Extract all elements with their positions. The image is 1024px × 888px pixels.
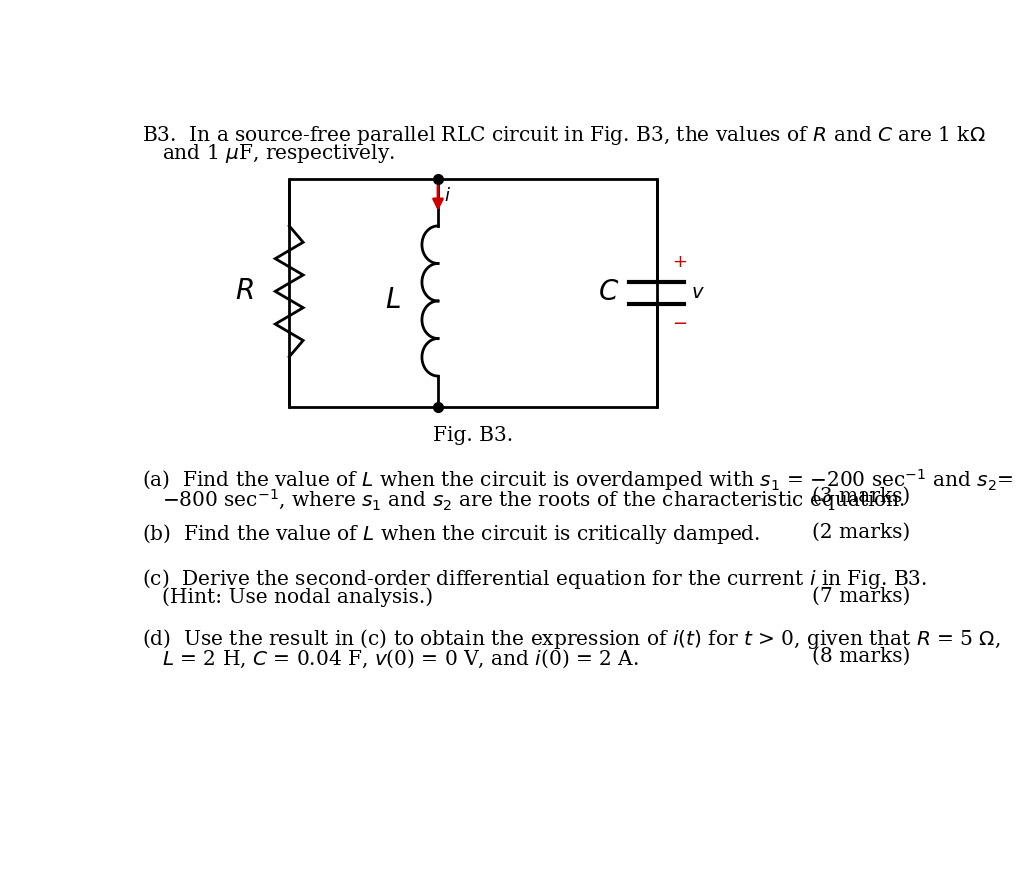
Text: +: + <box>672 253 687 271</box>
Text: (7 marks): (7 marks) <box>812 587 910 606</box>
Text: $R$: $R$ <box>234 278 254 305</box>
Text: (d)  Use the result in (c) to obtain the expression of $i(t)$ for $t$ > 0, given: (d) Use the result in (c) to obtain the … <box>142 627 1000 651</box>
Text: and 1 $\mu$F, respectively.: and 1 $\mu$F, respectively. <box>162 142 395 165</box>
Text: (a)  Find the value of $L$ when the circuit is overdamped with $s_1$ = $-$200 se: (a) Find the value of $L$ when the circu… <box>142 467 1014 493</box>
Text: $L$ = 2 H, $C$ = 0.04 F, $v$(0) = 0 V, and $i$(0) = 2 A.: $L$ = 2 H, $C$ = 0.04 F, $v$(0) = 0 V, a… <box>162 647 639 670</box>
Text: $v$: $v$ <box>691 283 706 303</box>
Text: $i$: $i$ <box>444 186 452 204</box>
Text: (c)  Derive the second-order differential equation for the current $i$ in Fig. B: (c) Derive the second-order differential… <box>142 567 927 591</box>
Text: $L$: $L$ <box>385 288 401 314</box>
Text: (2 marks): (2 marks) <box>812 522 910 542</box>
Text: $C$: $C$ <box>598 280 620 306</box>
Text: (8 marks): (8 marks) <box>812 647 910 666</box>
Text: Fig. B3.: Fig. B3. <box>433 426 513 445</box>
Text: (3 marks): (3 marks) <box>812 487 910 506</box>
Text: $-$800 sec$^{-1}$, where $s_1$ and $s_2$ are the roots of the characteristic equ: $-$800 sec$^{-1}$, where $s_1$ and $s_2$… <box>162 487 905 513</box>
Text: (b)  Find the value of $L$ when the circuit is critically damped.: (b) Find the value of $L$ when the circu… <box>142 522 761 546</box>
Text: −: − <box>672 314 687 333</box>
Text: B3.  In a source-free parallel RLC circuit in Fig. B3, the values of $R$ and $C$: B3. In a source-free parallel RLC circui… <box>142 123 986 147</box>
Text: (Hint: Use nodal analysis.): (Hint: Use nodal analysis.) <box>162 587 433 607</box>
